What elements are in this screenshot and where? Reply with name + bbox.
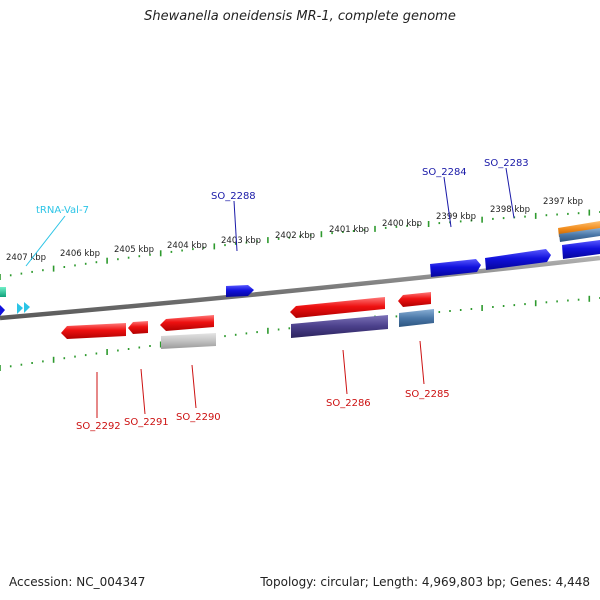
genome-backbone [0, 255, 600, 321]
scale-label: 2406 kbp [60, 249, 100, 259]
gene-so-2292[interactable] [61, 323, 126, 339]
upper-scale-track [0, 209, 600, 280]
feature-right-blue[interactable] [562, 240, 600, 259]
callout-line [25, 215, 66, 267]
callout-line [342, 349, 348, 395]
label-so-2291: SO_2291 [124, 417, 169, 428]
scale-labels: 2407 kbp 2406 kbp 2405 kbp 2404 kbp 2403… [6, 197, 583, 263]
feature-so-2285-steel[interactable] [399, 309, 434, 327]
label-so-2288: SO_2288 [211, 191, 256, 202]
pseudo-so-2290[interactable] [161, 333, 216, 349]
lower-features [61, 292, 434, 349]
scale-label: 2405 kbp [114, 245, 154, 255]
callout-line [140, 368, 146, 415]
callout-line [233, 200, 238, 252]
scale-label: 2402 kbp [275, 231, 315, 241]
accession-label: Accession: NC_004347 [9, 575, 146, 589]
gene-so-2283[interactable] [485, 249, 551, 270]
callout-line [505, 167, 515, 219]
feature-so-2286-purple[interactable] [291, 315, 388, 338]
backbone-features [0, 302, 30, 316]
lower-callouts: SO_2292 SO_2291 SO_2290 SO_2286 SO_2285 [76, 340, 450, 432]
trna-arrow[interactable] [24, 302, 30, 313]
genome-title: Shewanella oneidensis MR-1, complete gen… [144, 9, 456, 24]
scale-label: 2400 kbp [382, 219, 422, 229]
gene-so-2288[interactable] [226, 285, 254, 297]
scale-label: 2404 kbp [167, 241, 207, 251]
label-so-2284: SO_2284 [422, 167, 467, 178]
label-trna-val-7: tRNA-Val-7 [36, 205, 89, 216]
scale-label: 2398 kbp [490, 205, 530, 215]
label-so-2290: SO_2290 [176, 412, 221, 423]
gene-so-2291[interactable] [128, 321, 148, 334]
upper-callouts: tRNA-Val-7 SO_2288 SO_2284 SO_2283 [25, 158, 529, 267]
scale-label: 2397 kbp [543, 197, 583, 207]
gene-so-2285[interactable] [398, 292, 431, 307]
scale-label: 2399 kbp [436, 212, 476, 222]
gene-left-blue[interactable] [0, 305, 5, 316]
feature-right-steel[interactable] [559, 228, 600, 242]
callout-line [443, 176, 452, 228]
scale-label: 2403 kbp [221, 236, 261, 246]
scale-label: 2407 kbp [6, 253, 46, 263]
trna-arrow[interactable] [17, 303, 23, 314]
gene-so-2286[interactable] [290, 297, 385, 318]
upper-features [0, 221, 600, 297]
feature-left-teal[interactable] [0, 287, 6, 297]
genome-summary: Topology: circular; Length: 4,969,803 bp… [260, 575, 590, 589]
label-so-2285: SO_2285 [405, 389, 450, 400]
callout-line [191, 364, 197, 409]
scale-label: 2401 kbp [329, 225, 369, 235]
gene-so-2284[interactable] [430, 259, 481, 277]
callout-line [419, 340, 425, 385]
label-so-2286: SO_2286 [326, 398, 371, 409]
label-so-2283: SO_2283 [484, 158, 529, 169]
label-so-2292: SO_2292 [76, 421, 121, 432]
gene-so-2290[interactable] [160, 315, 214, 331]
